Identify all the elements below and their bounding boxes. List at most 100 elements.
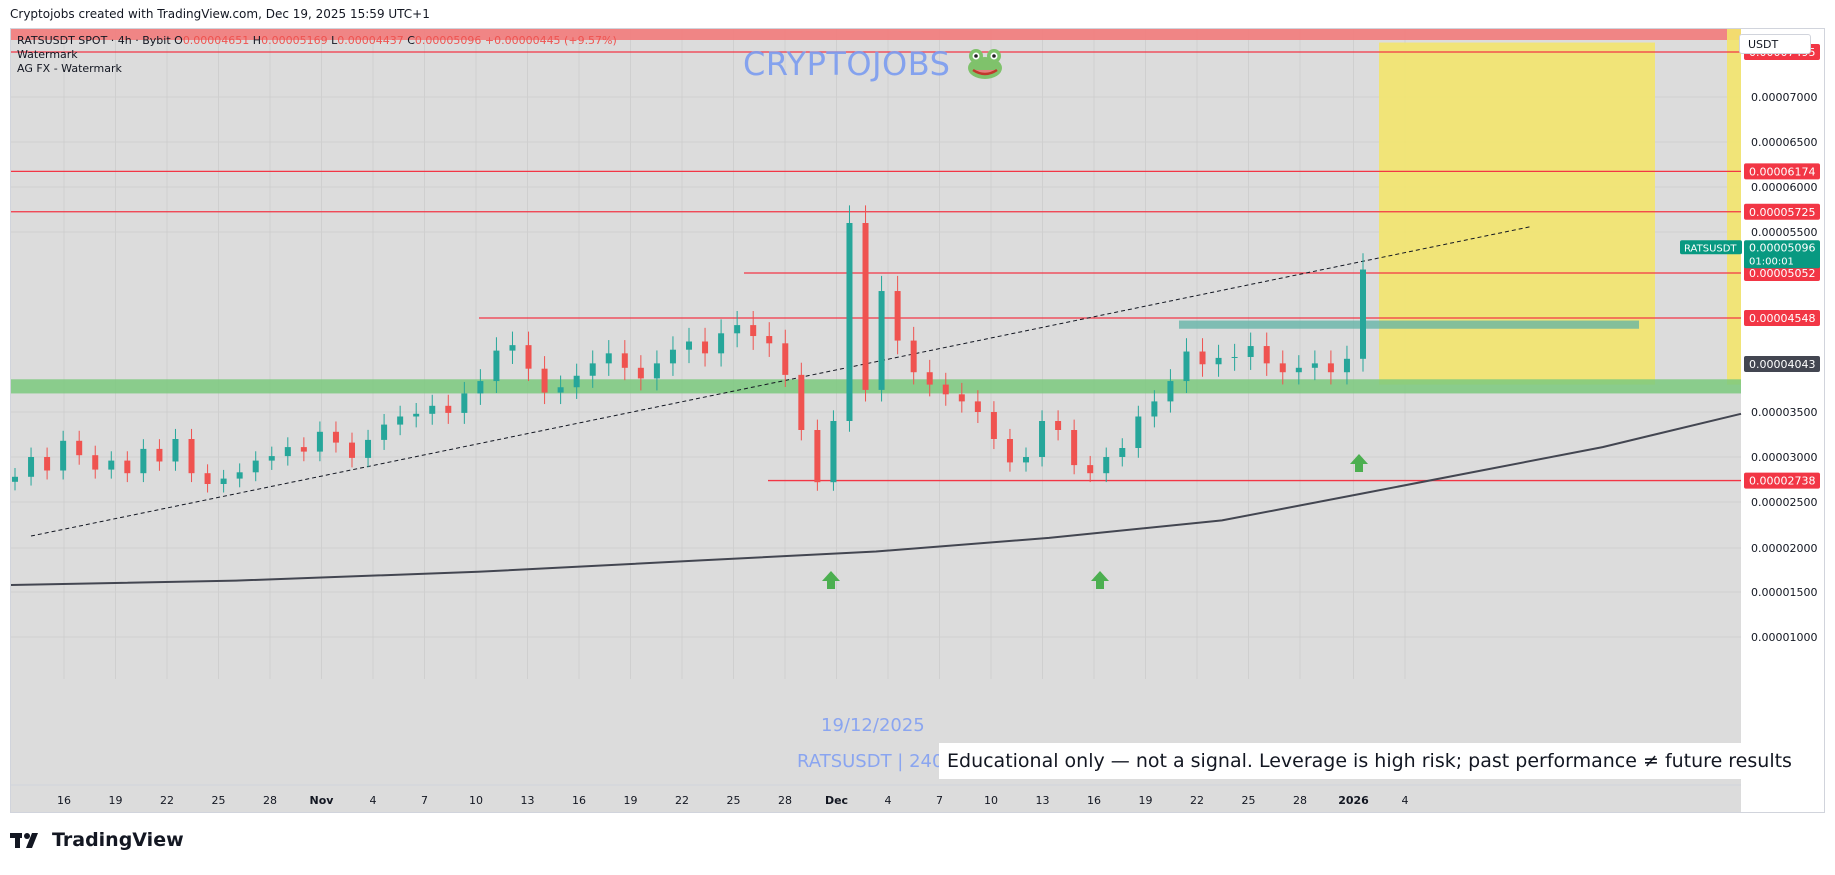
price-tick-label: 0.00001000	[1751, 631, 1817, 644]
candle-body	[686, 341, 692, 350]
level-price-label: 0.00002738	[1749, 475, 1815, 488]
markers	[822, 454, 1368, 589]
arrow-up-oct-23	[822, 571, 840, 589]
candle-body	[1151, 401, 1158, 417]
legend-change: +0.00000445 (+9.57%)	[484, 34, 617, 47]
candle-body	[477, 381, 484, 394]
ohlc-legend: RATSUSDT SPOT · 4h · Bybit O0.00004651 H…	[17, 34, 617, 47]
date-watermark: 19/12/2025	[821, 715, 925, 736]
time-tick-label: Dec	[825, 794, 848, 807]
indicator-watermark[interactable]: Watermark	[17, 48, 78, 61]
candle-body	[541, 368, 548, 393]
level-price-label: 0.00005725	[1749, 206, 1815, 219]
candle-body	[413, 413, 420, 417]
time-tick-label: 22	[1190, 794, 1204, 807]
time-tick-label: 16	[1087, 794, 1101, 807]
arrow-up-dec-6	[1091, 571, 1109, 589]
legend-o-label: O	[174, 34, 183, 47]
legend-o-value: 0.00004651	[182, 34, 250, 47]
legend-l-value: 0.00004437	[337, 34, 404, 47]
candle-body	[846, 223, 853, 421]
time-tick-label: 16	[57, 794, 71, 807]
candle-body	[958, 394, 965, 402]
time-tick-label: 10	[984, 794, 998, 807]
candle-body	[300, 447, 307, 452]
horizontal-levels	[11, 51, 1741, 482]
level-price-tag	[1744, 472, 1820, 489]
level-price-tag	[1744, 203, 1820, 220]
candle-body	[814, 430, 821, 483]
time-tick-label: 25	[1242, 794, 1256, 807]
time-tick-label: 25	[212, 794, 226, 807]
legend-h-label: H	[252, 34, 262, 47]
price-tick-label: 0.00003000	[1751, 451, 1817, 464]
time-tick-label: 22	[160, 794, 174, 807]
candle-body	[156, 448, 163, 462]
candle-body	[557, 387, 564, 393]
time-tick-label: 16	[572, 794, 586, 807]
legend-l-label: L	[331, 34, 338, 47]
candle-body	[798, 374, 805, 430]
time-tick-label: 7	[936, 794, 943, 807]
candle-body	[637, 367, 644, 379]
candle-body	[316, 431, 323, 452]
candle-body	[1231, 356, 1238, 358]
candle-body	[1279, 363, 1286, 373]
time-tick-label: 22	[675, 794, 689, 807]
candle-body	[124, 460, 131, 474]
trendline	[30, 226, 1532, 537]
price-tick-label: 0.00001500	[1751, 586, 1817, 599]
candle-body	[1055, 421, 1062, 430]
candle-body	[1006, 439, 1013, 463]
candle-body	[910, 340, 917, 373]
candle-body	[1295, 367, 1302, 373]
price-axis[interactable]: 0.00007000 0.00006500 0.00006000 0.00005500…	[1680, 44, 1820, 644]
candle-body	[76, 440, 83, 456]
support-price-tag	[1744, 356, 1820, 372]
candle-body	[140, 448, 147, 474]
candle-body	[461, 393, 468, 413]
tradingview-logo[interactable]: TradingView	[10, 825, 184, 855]
time-tick-label: 13	[521, 794, 535, 807]
candle-body	[621, 353, 628, 368]
candle-body	[1327, 363, 1334, 373]
candle-body	[28, 457, 35, 477]
time-axis[interactable]: 16 19 22 25 28 Nov 4 7 10 13 16 19 22 25 28 Dec 4 7 10 13 16…	[11, 784, 1741, 807]
support-price-label: 0.00004043	[1749, 358, 1815, 371]
chart-area[interactable]: 0.00007000 0.00006500 0.00006000 0.00005500…	[10, 28, 1825, 813]
candle-body	[397, 416, 404, 425]
last-price-value: 0.00005096	[1749, 241, 1815, 254]
candle-body	[718, 333, 725, 354]
candle-body	[878, 291, 885, 390]
candle-body	[525, 345, 532, 369]
zones	[11, 29, 1741, 394]
price-chart[interactable]: 0.00007000 0.00006500 0.00006000 0.00005500…	[11, 29, 1825, 813]
candle-body	[204, 473, 211, 484]
candle-body	[1039, 421, 1046, 457]
candle-body	[589, 363, 596, 376]
candle-body	[782, 343, 789, 375]
indicator-ag-fx-watermark[interactable]: AG FX - Watermark	[17, 62, 122, 75]
ma-line	[11, 412, 1742, 586]
candle-body	[1071, 430, 1078, 466]
candle-body	[1103, 457, 1110, 474]
candle-body	[1023, 457, 1029, 463]
time-tick-label: 4	[1402, 794, 1409, 807]
brand-watermark: CRYPTOJOBS	[743, 45, 951, 83]
candle-body	[284, 447, 291, 457]
level-price-label: 0.00006174	[1749, 165, 1815, 178]
candle-body	[766, 336, 773, 344]
candle-body	[974, 401, 981, 412]
candle-body	[1119, 448, 1126, 457]
time-tick-label: Nov	[310, 794, 335, 807]
candle-body	[830, 421, 837, 483]
price-tick-label: 0.00002000	[1751, 542, 1817, 555]
trendline-dashed	[30, 226, 1532, 537]
currency-selector[interactable]: USDT	[1739, 34, 1811, 54]
candle-body	[1263, 346, 1270, 364]
legend-c-value: 0.00005096	[414, 34, 482, 47]
price-tick-label: 0.00006500	[1751, 136, 1817, 149]
candle-body	[268, 456, 275, 461]
level-price-tag	[1744, 265, 1820, 281]
level-price-label: 0.00004548	[1749, 312, 1815, 325]
